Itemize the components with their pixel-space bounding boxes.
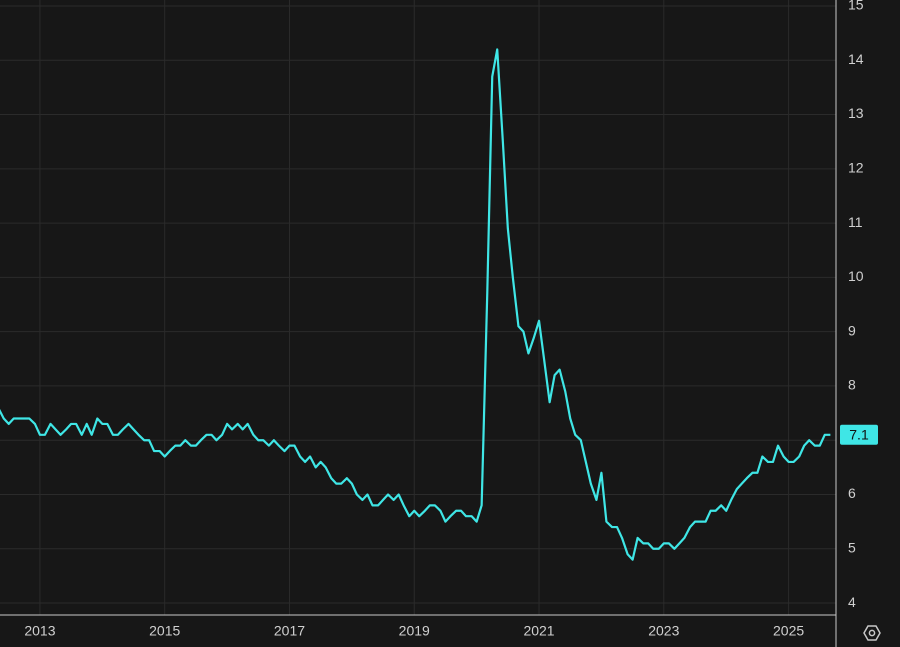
y-tick-label: 10 <box>848 268 864 284</box>
y-tick-label: 13 <box>848 105 864 121</box>
x-tick-label: 2015 <box>149 623 180 639</box>
y-tick-label: 15 <box>848 0 864 13</box>
y-tick-label: 6 <box>848 485 856 501</box>
y-tick-label: 14 <box>848 51 864 67</box>
y-tick-label: 11 <box>848 214 863 230</box>
y-tick-label: 4 <box>848 594 856 610</box>
settings-icon[interactable] <box>863 625 881 641</box>
y-tick-label: 9 <box>848 322 856 338</box>
x-tick-label: 2021 <box>523 623 554 639</box>
last-value-label: 7.1 <box>849 426 869 442</box>
y-tick-label: 12 <box>848 160 864 176</box>
x-tick-label: 2017 <box>274 623 305 639</box>
y-tick-label: 5 <box>848 539 856 555</box>
data-line <box>0 48 831 561</box>
x-tick-label: 2019 <box>399 623 430 639</box>
x-tick-label: 2025 <box>773 623 804 639</box>
x-tick-label: 2023 <box>648 623 679 639</box>
y-tick-label: 8 <box>848 377 856 393</box>
last-value-box <box>840 424 878 445</box>
x-tick-label: 2013 <box>24 623 55 639</box>
